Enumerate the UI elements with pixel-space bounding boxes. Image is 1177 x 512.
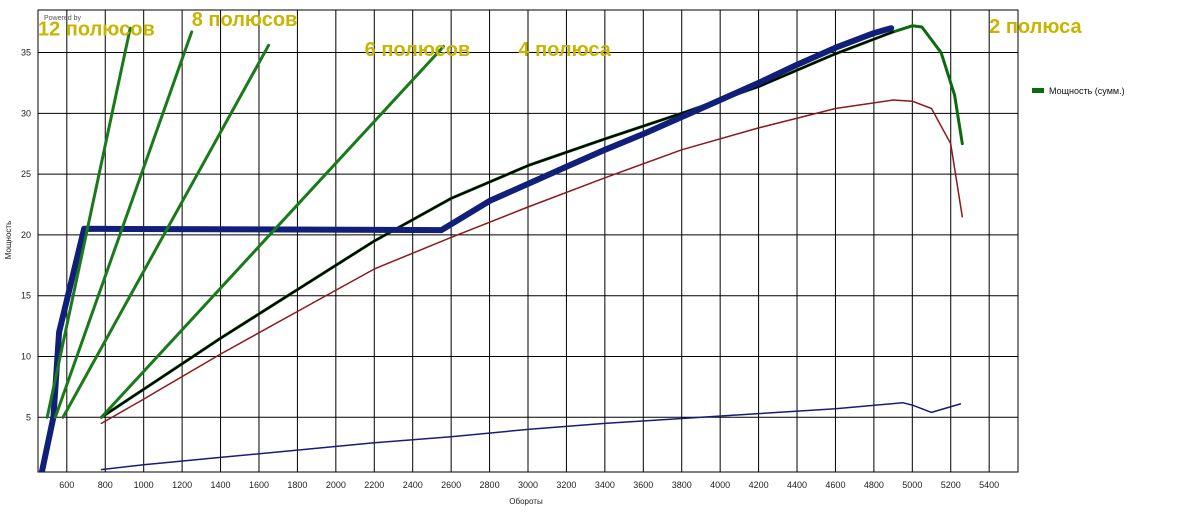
y-tick-label: 20 — [21, 230, 31, 240]
x-tick-label: 5000 — [902, 480, 922, 490]
series-line-3 — [100, 401, 962, 471]
x-tick-label: 2800 — [480, 480, 500, 490]
legend: Мощность (сумм.) — [1032, 86, 1125, 96]
chart-annotations: 12 полюсов 8 полюсов 6 полюсов 4 полюса 2 по… — [38, 9, 1083, 61]
y-tick-label: 10 — [21, 352, 31, 362]
x-tick-label: 4600 — [825, 480, 845, 490]
x-tick-label: 1200 — [172, 480, 192, 490]
x-tick-label: 2400 — [403, 480, 423, 490]
series-line-6 — [53, 30, 194, 419]
legend-swatch — [1032, 88, 1044, 93]
y-tick-label: 5 — [26, 412, 31, 422]
annotation-0: 12 полюсов — [38, 19, 155, 41]
x-tick-label: 4800 — [864, 480, 884, 490]
y-tick-label: 15 — [21, 291, 31, 301]
y-tick-labels: 5 10 15 20 25 30 35 — [21, 48, 31, 423]
x-tick-label: 3400 — [595, 480, 615, 490]
x-tick-label: 3200 — [556, 480, 576, 490]
x-tick-label: 1800 — [287, 480, 307, 490]
x-tick-label: 1400 — [211, 480, 231, 490]
x-tick-label: 4400 — [787, 480, 807, 490]
x-axis-label: Обороты — [509, 497, 543, 506]
x-tick-labels: 600 800 1000 1200 1400 1600 1800 2000 2200 2400 26… — [59, 480, 999, 490]
x-tick-label: 2600 — [441, 480, 461, 490]
annotation-3: 4 полюса — [518, 39, 611, 61]
annotation-2: 6 полюсов — [365, 39, 471, 61]
legend-entry: Мощность (сумм.) — [1049, 86, 1125, 96]
x-tick-label: 1000 — [134, 480, 154, 490]
x-tick-label: 3000 — [518, 480, 538, 490]
header-text: Powered by — [44, 15, 81, 22]
x-tick-label: 1600 — [249, 480, 269, 490]
series-line-8 — [99, 45, 445, 419]
x-tick-label: 4000 — [710, 480, 730, 490]
y-tick-label: 25 — [21, 169, 31, 179]
series-line-7 — [61, 43, 271, 419]
x-tick-label: 5200 — [941, 480, 961, 490]
x-tick-label: 5400 — [979, 480, 999, 490]
series-line-1 — [100, 30, 895, 419]
y-tick-label: 30 — [21, 108, 31, 118]
series-line-2 — [100, 99, 964, 425]
annotation-1: 8 полюсов — [192, 9, 298, 31]
x-tick-label: 3600 — [633, 480, 653, 490]
series-line-5 — [45, 26, 132, 419]
series-line-4 — [38, 25, 895, 472]
x-tick-label: 2000 — [326, 480, 346, 490]
chart-series — [38, 24, 964, 472]
x-tick-label: 4200 — [749, 480, 769, 490]
series-line-0 — [99, 24, 964, 419]
chart-grid — [37, 9, 1019, 473]
y-tick-label: 35 — [21, 48, 31, 58]
x-tick-label: 600 — [59, 480, 74, 490]
annotation-4: 2 полюса — [989, 16, 1082, 38]
x-tick-label: 3800 — [672, 480, 692, 490]
x-tick-label: 800 — [98, 480, 113, 490]
x-tick-label: 2200 — [364, 480, 384, 490]
y-axis-label: Мощность — [4, 221, 13, 259]
